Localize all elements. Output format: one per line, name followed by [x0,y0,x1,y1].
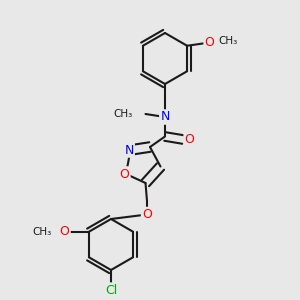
Text: O: O [205,36,214,49]
Text: O: O [185,133,194,146]
Text: O: O [120,167,129,181]
Text: CH₃: CH₃ [32,227,51,237]
Text: Cl: Cl [105,284,117,297]
Text: O: O [142,208,152,221]
Text: CH₃: CH₃ [218,36,237,46]
Text: N: N [160,110,170,124]
Text: CH₃: CH₃ [114,109,133,119]
Text: O: O [59,225,69,238]
Text: N: N [124,143,134,157]
